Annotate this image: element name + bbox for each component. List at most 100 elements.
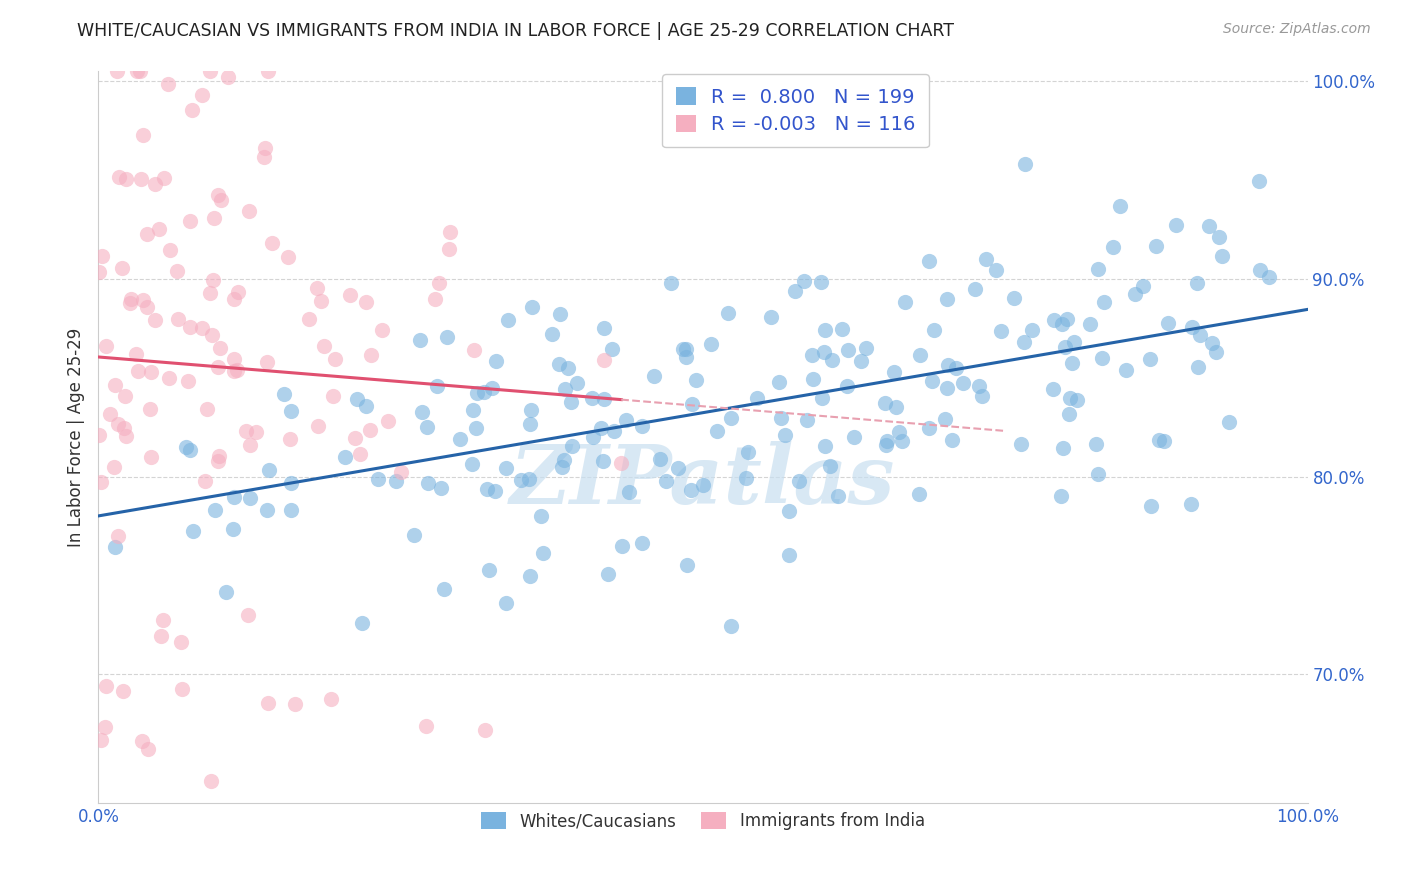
Point	[159, 243, 181, 257]
Point	[1115, 362, 1137, 376]
Point	[256, 697, 278, 711]
Point	[143, 313, 166, 327]
Point	[427, 276, 450, 290]
Point	[551, 459, 574, 474]
Point	[796, 413, 818, 427]
Point	[107, 417, 129, 431]
Point	[153, 171, 176, 186]
Point	[321, 691, 343, 706]
Point	[1249, 263, 1271, 277]
Point	[245, 425, 267, 440]
Point	[643, 368, 665, 383]
Point	[519, 417, 541, 431]
Point	[1092, 295, 1115, 310]
Point	[612, 539, 634, 553]
Point	[1087, 467, 1109, 481]
Point	[253, 141, 276, 155]
Point	[416, 419, 439, 434]
Point	[350, 616, 373, 631]
Legend: Whites/Caucasians, Immigrants from India: Whites/Caucasians, Immigrants from India	[472, 804, 934, 838]
Point	[936, 358, 959, 372]
Point	[194, 475, 217, 489]
Point	[589, 421, 612, 435]
Point	[157, 77, 180, 91]
Point	[166, 264, 188, 278]
Point	[844, 430, 866, 444]
Point	[1205, 345, 1227, 359]
Point	[801, 372, 824, 386]
Point	[610, 456, 633, 470]
Point	[1157, 316, 1180, 330]
Point	[529, 509, 551, 524]
Point	[389, 466, 412, 480]
Point	[967, 378, 990, 392]
Point	[1132, 279, 1154, 293]
Point	[1062, 356, 1084, 370]
Point	[1078, 317, 1101, 331]
Point	[717, 306, 740, 320]
Point	[415, 718, 437, 732]
Point	[541, 326, 564, 341]
Point	[1043, 312, 1066, 326]
Point	[775, 428, 797, 442]
Point	[207, 454, 229, 468]
Point	[908, 348, 931, 362]
Point	[801, 348, 824, 362]
Point	[593, 392, 616, 406]
Point	[1153, 434, 1175, 449]
Point	[404, 528, 426, 542]
Point	[181, 524, 204, 538]
Point	[256, 503, 278, 517]
Point	[496, 313, 519, 327]
Point	[157, 370, 180, 384]
Point	[593, 352, 616, 367]
Point	[759, 310, 782, 324]
Point	[679, 483, 702, 497]
Point	[522, 300, 544, 314]
Point	[547, 358, 569, 372]
Point	[481, 381, 503, 395]
Point	[461, 402, 484, 417]
Point	[520, 403, 543, 417]
Point	[179, 443, 201, 458]
Point	[720, 619, 742, 633]
Point	[359, 423, 381, 437]
Point	[984, 263, 1007, 277]
Point	[90, 475, 112, 489]
Point	[908, 486, 931, 500]
Point	[692, 478, 714, 492]
Point	[238, 204, 260, 219]
Point	[1218, 415, 1240, 429]
Y-axis label: In Labor Force | Age 25-29: In Labor Force | Age 25-29	[66, 327, 84, 547]
Point	[778, 504, 800, 518]
Point	[531, 546, 554, 560]
Point	[209, 193, 232, 207]
Point	[464, 421, 486, 435]
Point	[1010, 437, 1032, 451]
Point	[936, 293, 959, 307]
Point	[463, 343, 485, 357]
Point	[207, 360, 229, 375]
Point	[349, 447, 371, 461]
Point	[143, 177, 166, 191]
Point	[554, 382, 576, 396]
Point	[837, 379, 859, 393]
Point	[239, 491, 262, 506]
Point	[136, 300, 159, 314]
Point	[1052, 441, 1074, 455]
Point	[945, 360, 967, 375]
Point	[509, 473, 531, 487]
Point	[1091, 351, 1114, 365]
Point	[177, 375, 200, 389]
Point	[849, 354, 872, 368]
Point	[934, 412, 956, 426]
Point	[138, 402, 160, 417]
Point	[439, 225, 461, 239]
Point	[174, 440, 197, 454]
Point	[1166, 219, 1188, 233]
Point	[1180, 497, 1202, 511]
Point	[1042, 382, 1064, 396]
Point	[149, 629, 172, 643]
Point	[1139, 352, 1161, 367]
Point	[598, 566, 620, 581]
